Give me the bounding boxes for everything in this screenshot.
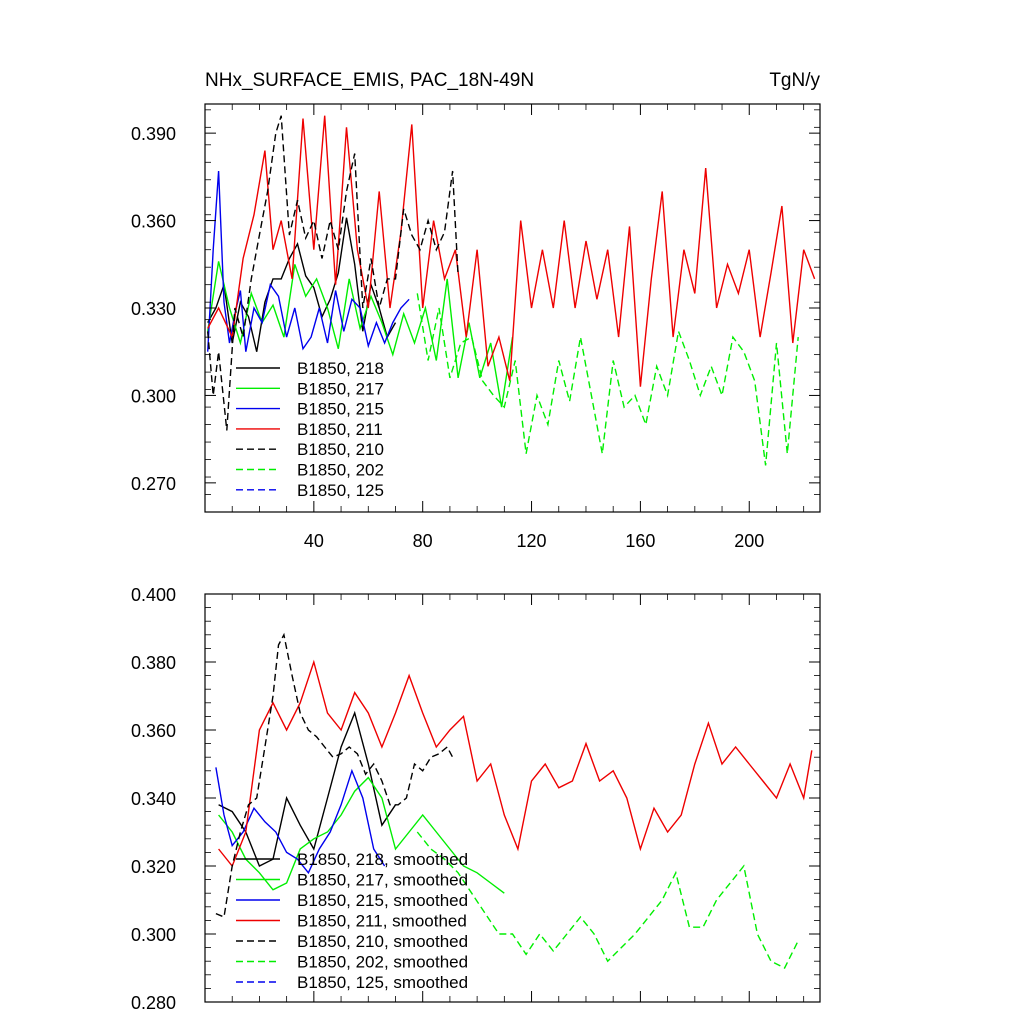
x-tick-label: 200 bbox=[734, 531, 764, 551]
plot-lines bbox=[207, 115, 816, 466]
legend-label-0: B1850, 218, smoothed bbox=[297, 850, 468, 869]
legend-label-6: B1850, 125 bbox=[297, 481, 384, 500]
y-tick-label: 0.280 bbox=[131, 993, 176, 1013]
series-line-4 bbox=[215, 632, 454, 918]
y-tick-label: 0.360 bbox=[131, 721, 176, 741]
y-tick-label: 0.400 bbox=[131, 585, 176, 605]
series-line-5 bbox=[416, 831, 799, 969]
legend-label-3: B1850, 211 bbox=[297, 420, 383, 439]
axis-ticks: 40 80 120 160 200 0.270 0.300 0.330 0.360 0.390 bbox=[131, 104, 820, 551]
axis-ticks: 0.280 0.300 0.320 0.340 0.360 0.380 0.400 bbox=[131, 585, 820, 1013]
series-line-4 bbox=[207, 115, 459, 431]
y-tick-label: 0.320 bbox=[131, 857, 176, 877]
y-tick-label: 0.380 bbox=[131, 653, 176, 673]
x-tick-label: 160 bbox=[625, 531, 655, 551]
series-line-1 bbox=[218, 776, 505, 894]
legend-label-0: B1850, 218 bbox=[297, 359, 384, 378]
legend-label-2: B1850, 215, smoothed bbox=[297, 891, 468, 910]
units-label: TgN/y bbox=[769, 70, 820, 91]
x-tick-label: 40 bbox=[304, 531, 324, 551]
y-tick-label: 0.270 bbox=[131, 474, 176, 494]
bottom-chart: 0.280 0.300 0.320 0.340 0.360 0.380 0.400 B185… bbox=[131, 585, 821, 1013]
y-tick-label: 0.330 bbox=[131, 299, 176, 319]
y-tick-label: 0.300 bbox=[131, 386, 176, 406]
y-tick-label: 0.390 bbox=[131, 124, 176, 144]
series-line-2 bbox=[207, 170, 410, 352]
x-tick-label: 120 bbox=[517, 531, 547, 551]
series-line-0 bbox=[218, 710, 397, 867]
legend-label-5: B1850, 202, smoothed bbox=[297, 953, 468, 972]
legend-label-4: B1850, 210 bbox=[297, 440, 384, 459]
chart-title: NHx_SURFACE_EMIS, PAC_18N-49N bbox=[205, 70, 534, 91]
legend-label-6: B1850, 125, smoothed bbox=[297, 973, 468, 992]
y-tick-label: 0.300 bbox=[131, 925, 176, 945]
y-tick-label: 0.340 bbox=[131, 789, 176, 809]
plot-lines bbox=[215, 632, 813, 969]
y-tick-label: 0.360 bbox=[131, 212, 176, 232]
legend-label-2: B1850, 215 bbox=[297, 400, 384, 419]
x-tick-label: 80 bbox=[413, 531, 433, 551]
series-line-1 bbox=[207, 261, 514, 408]
legend-label-1: B1850, 217 bbox=[297, 379, 384, 398]
legend: B1850, 218, smoothed B1850, 217, smoothed… bbox=[236, 850, 468, 992]
series-line-3 bbox=[218, 659, 813, 868]
legend-label-5: B1850, 202 bbox=[297, 461, 384, 480]
top-chart: NHx_SURFACE_EMIS, PAC_18N-49N TgN/y 40 80… bbox=[131, 70, 821, 551]
legend-label-3: B1850, 211, smoothed bbox=[297, 912, 467, 931]
legend-label-1: B1850, 217, smoothed bbox=[297, 871, 468, 890]
series-line-5 bbox=[416, 293, 799, 466]
legend-label-4: B1850, 210, smoothed bbox=[297, 932, 468, 951]
